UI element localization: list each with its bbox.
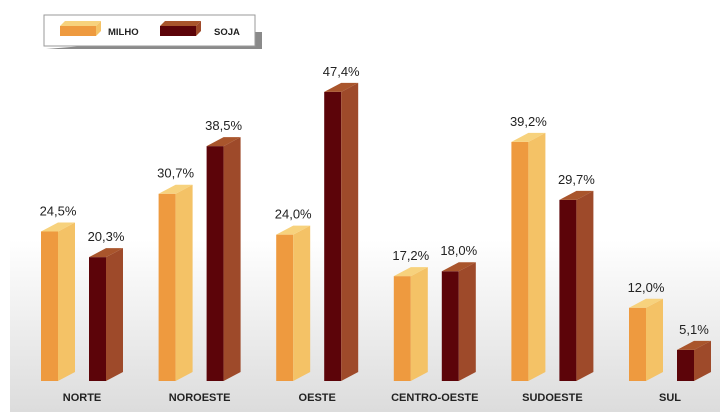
- value-label: 17,2%: [392, 248, 429, 263]
- bar-soja-oeste-front: [324, 91, 342, 382]
- bar-milho-norte-top: [41, 222, 75, 232]
- value-label: 39,2%: [510, 114, 547, 129]
- bar-milho-oeste-front: [276, 234, 294, 381]
- bar-milho-oeste: [276, 225, 311, 381]
- bar-milho-sul-front: [629, 307, 646, 381]
- bar-soja-oeste-top: [324, 82, 359, 92]
- bar-soja-oeste: [324, 82, 359, 382]
- legend-swatch-front: [160, 26, 196, 36]
- bar-milho-norte-side: [58, 222, 75, 381]
- bar-milho-sul-side: [646, 298, 663, 381]
- bar-soja-noroeste-front: [206, 146, 224, 381]
- bar-milho-sudoeste-front: [511, 141, 529, 381]
- legend-swatch-top: [160, 21, 201, 26]
- category-label: CENTRO-OESTE: [391, 392, 478, 404]
- bar-milho-noroeste-side: [175, 184, 193, 381]
- legend-swatch-milho: [60, 21, 101, 36]
- value-label: 5,1%: [679, 322, 709, 337]
- legend-swatch-front: [60, 26, 96, 36]
- category-label: OESTE: [299, 392, 336, 404]
- bar-milho-norte: [41, 222, 75, 381]
- value-label: 12,0%: [628, 280, 665, 295]
- bar-soja-centro-oeste-top: [441, 262, 476, 272]
- bar-milho-sudoeste-side: [528, 132, 546, 381]
- bar-soja-norte-top: [89, 248, 123, 258]
- value-label: 38,5%: [205, 118, 242, 133]
- category-label: SUL: [659, 392, 681, 404]
- bar-soja-sudoeste-side: [576, 190, 594, 381]
- bar-soja-sudoeste-front: [559, 199, 577, 381]
- bar-soja-sul-side: [694, 340, 711, 381]
- bar-milho-sudoeste: [511, 132, 546, 381]
- legend-swatch-side: [196, 21, 201, 36]
- bar-milho-noroeste-top: [158, 184, 193, 194]
- value-label: 24,0%: [275, 207, 312, 222]
- legend: MILHO SOJA: [43, 14, 262, 49]
- legend-label-soja: SOJA: [214, 27, 240, 38]
- category-label: NORTE: [63, 392, 102, 404]
- category-label: SUDOESTE: [522, 392, 583, 404]
- floor-shading: [10, 240, 720, 412]
- bars: [41, 82, 711, 382]
- bar-soja-sul: [677, 340, 711, 381]
- legend-swatch-soja: [160, 21, 201, 36]
- bar-soja-noroeste-top: [206, 137, 241, 147]
- bar-milho-centro-oeste-top: [393, 267, 428, 277]
- bar-milho-noroeste-front: [158, 193, 176, 381]
- value-label: 47,4%: [323, 64, 360, 79]
- bar-milho-norte-front: [41, 231, 58, 381]
- bar-milho-centro-oeste: [393, 267, 428, 381]
- bar-soja-sul-front: [677, 349, 694, 381]
- bar-milho-centro-oeste-side: [410, 267, 428, 381]
- bar-soja-centro-oeste: [441, 262, 476, 381]
- bar-soja-centro-oeste-side: [458, 262, 476, 381]
- category-labels: NORTE NOROESTE OESTE CENTRO-OESTE SUDOESTE SU…: [63, 392, 682, 404]
- bar-soja-sul-top: [677, 340, 711, 350]
- legend-label-milho: MILHO: [108, 27, 139, 38]
- bar-soja-noroeste: [206, 137, 241, 381]
- value-label: 30,7%: [157, 166, 194, 181]
- value-labels: 24,5% 20,3% 30,7% 38,5% 24,0% 47,4% 17,2% 18,0%…: [40, 64, 710, 337]
- bar-soja-norte-side: [106, 248, 123, 381]
- bar-milho-sul: [629, 298, 663, 381]
- value-label: 29,7%: [558, 172, 595, 187]
- value-label: 18,0%: [440, 243, 477, 258]
- legend-swatch-side: [96, 21, 101, 36]
- bar-soja-noroeste-side: [223, 137, 241, 381]
- bar-milho-oeste-top: [276, 225, 311, 235]
- value-label: 24,5%: [40, 204, 77, 219]
- bar-milho-noroeste: [158, 184, 193, 381]
- value-label: 20,3%: [88, 229, 125, 244]
- legend-swatch-top: [60, 21, 101, 26]
- bar-milho-sudoeste-top: [511, 132, 546, 142]
- bar-soja-norte-front: [89, 257, 106, 381]
- bar-milho-sul-top: [629, 298, 663, 308]
- bar-soja-oeste-side: [341, 82, 359, 382]
- bar-milho-centro-oeste-front: [393, 276, 411, 381]
- bar-soja-centro-oeste-front: [441, 271, 459, 381]
- bar-soja-norte: [89, 248, 123, 381]
- bar-milho-oeste-side: [293, 225, 311, 381]
- category-label: NOROESTE: [169, 392, 231, 404]
- bar-soja-sudoeste: [559, 190, 594, 381]
- bar-soja-sudoeste-top: [559, 190, 594, 200]
